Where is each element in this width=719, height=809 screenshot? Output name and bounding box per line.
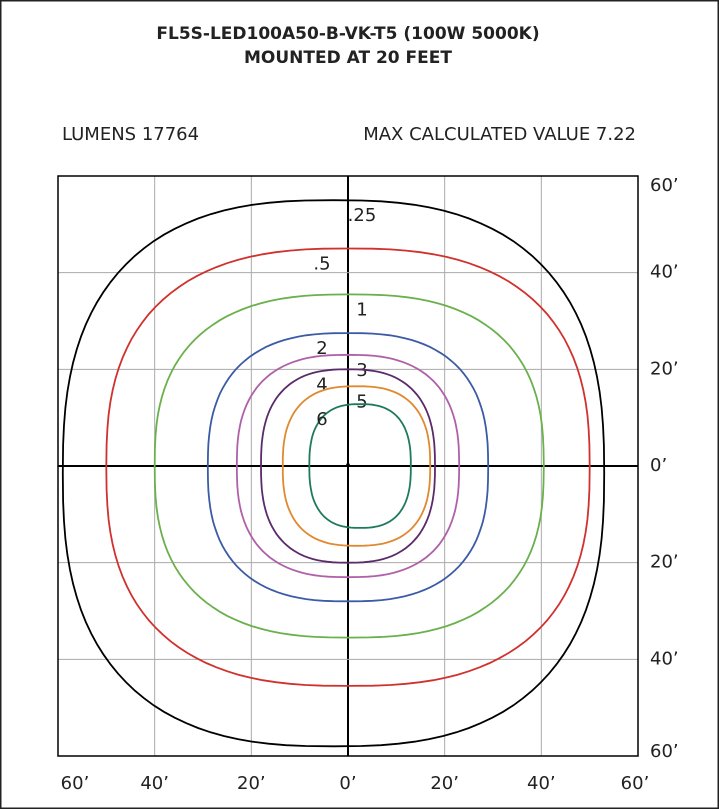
- center-marker: [345, 461, 351, 467]
- contour: [153, 293, 545, 639]
- y-tick-label: 0’: [650, 455, 667, 476]
- contour-label: .5: [313, 254, 330, 275]
- x-tick-label: 0’: [339, 773, 356, 794]
- x-tick-label: 40’: [140, 773, 169, 794]
- contour: [281, 385, 432, 547]
- contour-label: 4: [316, 374, 327, 395]
- max-value: MAX CALCULATED VALUE 7.22: [363, 124, 636, 145]
- x-tick-label: 60’: [621, 773, 650, 794]
- x-tick-label: 20’: [237, 773, 266, 794]
- contour: [206, 332, 490, 603]
- y-tick-label: 20’: [650, 358, 679, 379]
- contour: [235, 353, 461, 579]
- contour-label: 2: [316, 338, 327, 359]
- y-tick-label: 20’: [650, 552, 679, 573]
- contour: [308, 403, 412, 529]
- x-tick-label: 40’: [527, 773, 556, 794]
- y-tick-label: 40’: [650, 262, 679, 283]
- contour-label: 6: [316, 409, 327, 430]
- plot-border: [57, 175, 639, 757]
- contour-label: 1: [356, 299, 367, 320]
- chart-title: FL5S-LED100A50-B-VK-T5 (100W 5000K): [156, 24, 539, 44]
- y-tick-label: 40’: [650, 648, 679, 669]
- lumens: LUMENS 17764: [62, 124, 199, 145]
- contour-label: 5: [356, 391, 367, 412]
- x-tick-label: 20’: [430, 773, 459, 794]
- x-tick-label: 60’: [61, 773, 90, 794]
- contour: [61, 199, 606, 748]
- contour-label: .25: [348, 205, 377, 226]
- y-tick-label: 60’: [650, 175, 679, 196]
- contour: [105, 247, 591, 687]
- chart-title: MOUNTED AT 20 FEET: [244, 48, 452, 68]
- contour: [260, 368, 436, 564]
- y-tick-label: 60’: [650, 741, 679, 762]
